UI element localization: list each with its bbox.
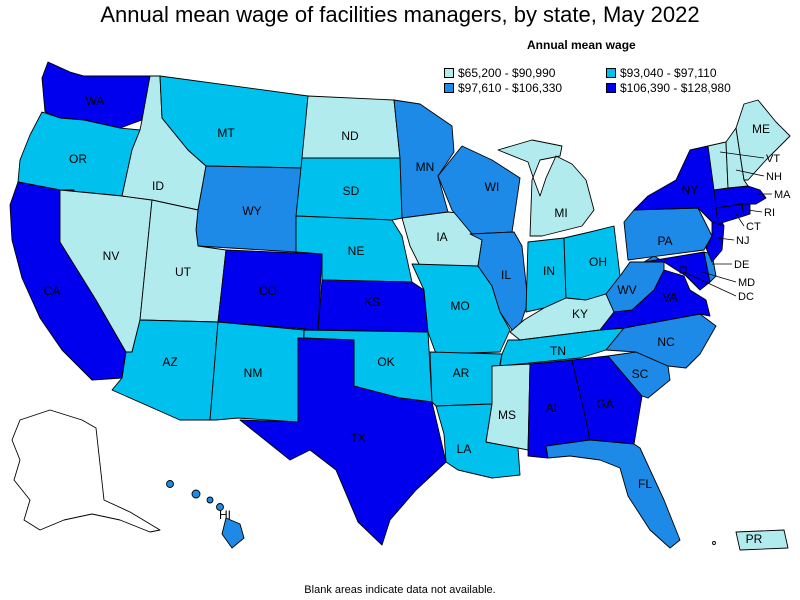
label-dc: DC [738,291,754,303]
label-mt: MT [217,126,235,140]
label-nd: ND [341,129,359,143]
label-me: ME [752,122,770,136]
label-az: AZ [162,355,177,369]
legend-label-2: $93,040 - $97,110 [620,66,717,80]
state-tx[interactable] [239,337,447,546]
map-title: Annual mean wage of facilities managers,… [100,2,700,27]
legend-label-1: $65,200 - $90,990 [458,66,556,80]
label-wa: WA [86,94,105,108]
state-labels: WA OR CA NV ID MT WY UT CO AZ NM ND SD N… [44,94,770,546]
state-mn[interactable] [393,99,455,219]
label-id: ID [152,179,164,193]
callout-lines [683,151,772,297]
legend-label-4: $106,390 - $128,980 [620,81,731,95]
label-ar: AR [453,366,470,380]
state-mi[interactable] [497,139,595,237]
label-nj: NJ [736,235,749,247]
label-co: CO [259,284,277,298]
label-nm: NM [244,366,263,380]
label-tx: TX [350,431,365,445]
legend-item-3: $97,610 - $106,330 [444,81,562,95]
state-hi[interactable] [166,480,245,549]
label-nh: NH [766,171,782,183]
legend-item-4: $106,390 - $128,980 [606,81,731,95]
label-mo: MO [450,299,469,313]
label-sc: SC [632,367,649,381]
legend-item-1: $65,200 - $90,990 [444,66,555,80]
state-fl[interactable] [545,439,681,549]
state-ms[interactable] [485,363,531,451]
legend: $65,200 - $90,990 $93,040 - $97,110 $97,… [444,66,794,96]
label-pa: PA [657,234,672,248]
state-ak [11,409,161,533]
label-sd: SD [343,184,360,198]
label-or: OR [69,152,87,166]
label-pr: PR [746,532,763,546]
footnote: Blank areas indicate data not available. [304,584,496,596]
label-ia: IA [436,230,447,244]
state-nd[interactable] [301,95,401,159]
label-ne: NE [348,244,365,258]
state-sd[interactable] [295,157,403,221]
label-hi: HI [219,508,231,522]
legend-swatch-3 [444,83,454,93]
label-ca: CA [44,284,61,298]
label-ms: MS [498,408,516,422]
label-ny: NY [682,183,699,197]
label-mn: MN [416,160,435,174]
legend-title: Annual mean wage [527,38,636,52]
label-ct: CT [746,221,761,233]
state-dc[interactable] [679,266,687,274]
state-ma[interactable] [713,185,767,209]
legend-swatch-1 [444,68,454,78]
legend-label-3: $97,610 - $106,330 [458,81,563,95]
label-tn: TN [550,344,566,358]
label-al: AL [546,401,561,415]
label-vt: VT [766,153,780,165]
state-pr[interactable] [735,529,789,551]
label-oh: OH [589,255,607,269]
label-ks: KS [364,295,380,309]
state-me[interactable] [735,99,791,181]
label-ok: OK [377,355,394,369]
label-mi: MI [554,206,567,220]
label-nv: NV [103,249,120,263]
legend-item-2: $93,040 - $97,110 [606,66,717,80]
label-md: MD [738,277,755,289]
label-va: VA [662,290,677,304]
pr-islet [712,541,716,545]
label-nc: NC [657,335,675,349]
state-wi[interactable] [437,145,521,235]
label-wv: WV [617,283,636,297]
label-ky: KY [572,307,588,321]
legend-swatch-2 [606,68,616,78]
label-in: IN [543,264,555,278]
label-ut: UT [175,265,192,279]
label-wi: WI [485,180,500,194]
label-fl: FL [638,477,652,491]
label-ga: GA [596,397,613,411]
label-de: DE [734,259,749,271]
label-ri: RI [764,207,775,219]
label-la: LA [457,442,472,456]
label-wy: WY [242,204,261,218]
label-ma: MA [774,189,791,201]
legend-swatch-4 [606,83,616,93]
label-il: IL [501,268,511,282]
